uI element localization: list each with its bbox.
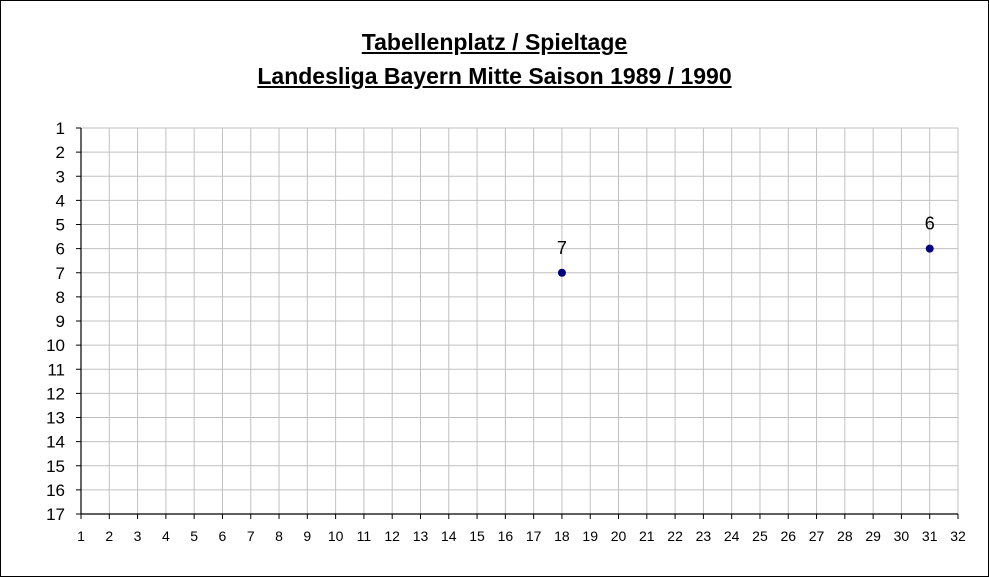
data-label: 6 (925, 214, 935, 234)
x-tick-label: 27 (809, 528, 825, 544)
x-tick-label: 18 (554, 528, 570, 544)
x-tick-label: 9 (303, 528, 311, 544)
x-tick-label: 32 (950, 528, 966, 544)
y-tick-label: 2 (56, 143, 65, 162)
x-tick-label: 22 (667, 528, 683, 544)
x-tick-label: 17 (526, 528, 542, 544)
x-tick-label: 2 (105, 528, 113, 544)
y-tick-label: 8 (56, 288, 65, 307)
x-tick-label: 19 (582, 528, 598, 544)
x-tick-label: 8 (275, 528, 283, 544)
y-tick-label: 12 (46, 384, 65, 403)
y-tick-label: 15 (46, 457, 65, 476)
data-point (557, 268, 566, 277)
y-tick-label: 3 (56, 167, 65, 186)
x-tick-label: 15 (469, 528, 485, 544)
x-tick-label: 24 (724, 528, 740, 544)
y-tick-label: 11 (47, 360, 65, 379)
chart-title: Tabellenplatz / Spieltage (361, 29, 628, 55)
x-tick-label: 20 (611, 528, 627, 544)
x-tick-label: 1 (77, 528, 85, 544)
x-axis-ticks: 1 2 3 4 5 6 7 8 9 10 11 12 13 14 15 16 17 18 19 20 21 22 23 24 2… (77, 514, 966, 544)
x-tick-label: 30 (894, 528, 910, 544)
chart-subtitle: Landesliga Bayern Mitte Saison 1989 / 19… (257, 63, 732, 89)
x-tick-label: 12 (384, 528, 400, 544)
x-tick-label: 3 (134, 528, 142, 544)
y-tick-label: 4 (56, 191, 65, 210)
data-points: 76 (557, 214, 935, 277)
x-tick-label: 6 (219, 528, 227, 544)
y-tick-label: 14 (46, 433, 65, 452)
x-tick-label: 21 (639, 528, 655, 544)
data-point (925, 244, 934, 253)
x-tick-label: 4 (162, 528, 170, 544)
y-tick-label: 1 (56, 119, 65, 138)
x-tick-label: 10 (328, 528, 344, 544)
y-tick-label: 17 (46, 505, 65, 524)
grid (80, 127, 959, 515)
x-tick-label: 29 (865, 528, 881, 544)
x-tick-label: 13 (413, 528, 429, 544)
y-tick-label: 7 (56, 264, 65, 283)
data-label: 7 (557, 238, 567, 258)
x-tick-label: 16 (498, 528, 514, 544)
y-tick-label: 13 (46, 409, 65, 428)
x-tick-label: 26 (780, 528, 796, 544)
x-tick-label: 5 (190, 528, 198, 544)
y-tick-label: 9 (56, 312, 65, 331)
y-tick-label: 10 (46, 336, 65, 355)
y-tick-label: 6 (56, 240, 65, 259)
y-tick-label: 5 (56, 216, 65, 235)
y-tick-label: 16 (46, 481, 65, 500)
x-tick-label: 23 (696, 528, 712, 544)
x-tick-label: 31 (922, 528, 938, 544)
x-tick-label: 14 (441, 528, 457, 544)
x-tick-label: 7 (247, 528, 255, 544)
x-tick-label: 25 (752, 528, 768, 544)
x-tick-label: 11 (357, 528, 372, 544)
x-tick-label: 28 (837, 528, 853, 544)
